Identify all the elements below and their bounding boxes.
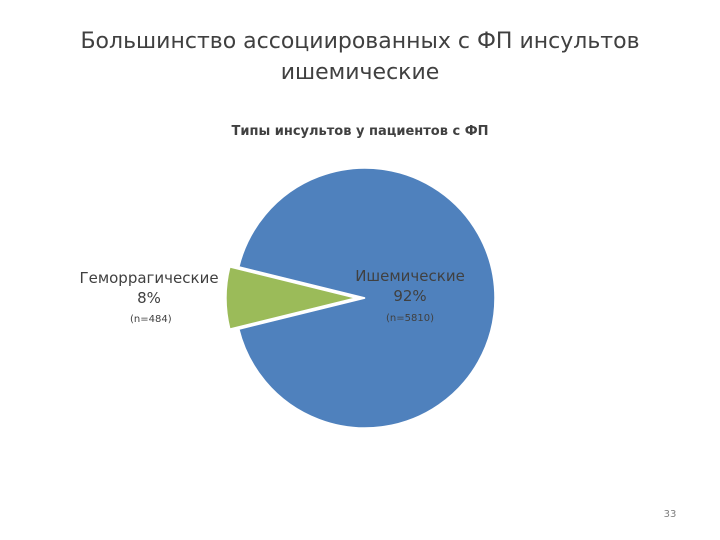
slide-title: Большинство ассоциированных с ФП инсульт… [80, 29, 640, 85]
slice-label-ischemic-count: (n=5810) [386, 313, 434, 324]
chart-title: Типы инсультов у пациентов с ФП [231, 124, 489, 139]
slice-label-ischemic: Ишемические 92% (n=5810) [335, 266, 485, 326]
slice-label-ischemic-percent: 92% [393, 287, 427, 305]
slice-label-ischemic-name: Ишемические [355, 267, 465, 285]
slice-label-hemorrhagic-count: (n=484) [130, 314, 172, 325]
pie-slice-ischemic [237, 167, 496, 429]
source-footnote [44, 507, 484, 517]
slice-label-hemorrhagic-name: Геморрагические [79, 269, 219, 287]
slice-label-hemorrhagic: Геморрагические 8% (n=484) [60, 268, 238, 327]
pie-slice-hemorrhagic [225, 265, 357, 331]
slice-label-hemorrhagic-percent: 8% [137, 289, 161, 307]
page-number: 33 [663, 509, 677, 520]
